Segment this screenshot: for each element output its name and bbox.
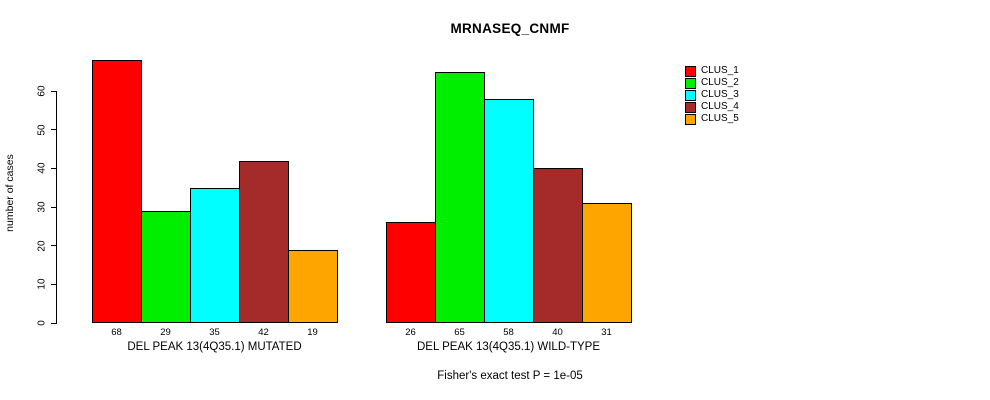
bar-clus_5-group1 — [288, 249, 338, 323]
bar-clus_2-group2 — [435, 71, 485, 323]
legend-label: CLUS_5 — [701, 113, 739, 124]
y-tick-label: 10 — [36, 278, 48, 290]
y-tick-label: 50 — [36, 124, 48, 136]
y-tick — [51, 129, 56, 131]
legend-label: CLUS_4 — [701, 101, 739, 112]
bar-value-label: 19 — [307, 327, 318, 338]
bar-clus_3-group2 — [484, 98, 534, 323]
legend-item: CLUS_4 — [685, 101, 739, 113]
bar-clus_4-group1 — [239, 160, 289, 323]
y-tick — [51, 206, 56, 208]
y-axis — [56, 91, 57, 324]
y-tick — [51, 245, 56, 247]
y-axis-label: number of cases — [4, 154, 16, 232]
chart-title: MRNASEQ_CNMF — [450, 21, 570, 36]
bar-value-label: 26 — [405, 327, 416, 338]
legend-item: CLUS_5 — [685, 113, 739, 125]
legend-label: CLUS_3 — [701, 89, 739, 100]
y-tick-label: 20 — [36, 240, 48, 252]
fisher-test-annotation: Fisher's exact test P = 1e-05 — [437, 370, 583, 382]
legend-swatch-clus_5 — [685, 113, 696, 125]
bar-value-label: 31 — [601, 327, 612, 338]
bar-value-label: 35 — [209, 327, 220, 338]
legend-item: CLUS_3 — [685, 89, 739, 101]
legend-swatch-clus_3 — [685, 89, 696, 101]
bar-value-label: 29 — [160, 327, 171, 338]
y-tick — [51, 283, 56, 285]
bar-clus_1-group2 — [386, 222, 436, 323]
bar-clus_1-group1 — [92, 60, 142, 323]
bar-clus_5-group2 — [582, 203, 632, 323]
y-tick-label: 30 — [36, 201, 48, 213]
legend-item: CLUS_2 — [685, 77, 739, 89]
group-label: DEL PEAK 13(4Q35.1) WILD-TYPE — [416, 341, 601, 353]
y-tick — [51, 322, 56, 324]
legend-item: CLUS_1 — [685, 65, 739, 77]
bar-value-label: 58 — [503, 327, 514, 338]
y-tick-label: 60 — [36, 85, 48, 97]
bar-value-label: 40 — [552, 327, 563, 338]
bar-value-label: 65 — [454, 327, 465, 338]
legend-label: CLUS_1 — [701, 65, 739, 76]
legend-swatch-clus_4 — [685, 101, 696, 113]
bar-clus_4-group2 — [533, 168, 583, 323]
bar-value-label: 68 — [111, 327, 122, 338]
legend: CLUS_1 CLUS_2 CLUS_3 CLUS_4 CLUS_5 — [685, 65, 739, 125]
legend-swatch-clus_2 — [685, 77, 696, 89]
bar-clus_2-group1 — [141, 210, 191, 323]
y-tick-label: 0 — [36, 320, 48, 326]
y-tick — [51, 90, 56, 92]
bar-value-label: 42 — [258, 327, 269, 338]
legend-label: CLUS_2 — [701, 77, 739, 88]
legend-swatch-clus_1 — [685, 65, 696, 77]
bar-clus_3-group1 — [190, 187, 240, 323]
group-label: DEL PEAK 13(4Q35.1) MUTATED — [127, 341, 302, 353]
y-tick — [51, 167, 56, 169]
y-tick-label: 40 — [36, 162, 48, 174]
